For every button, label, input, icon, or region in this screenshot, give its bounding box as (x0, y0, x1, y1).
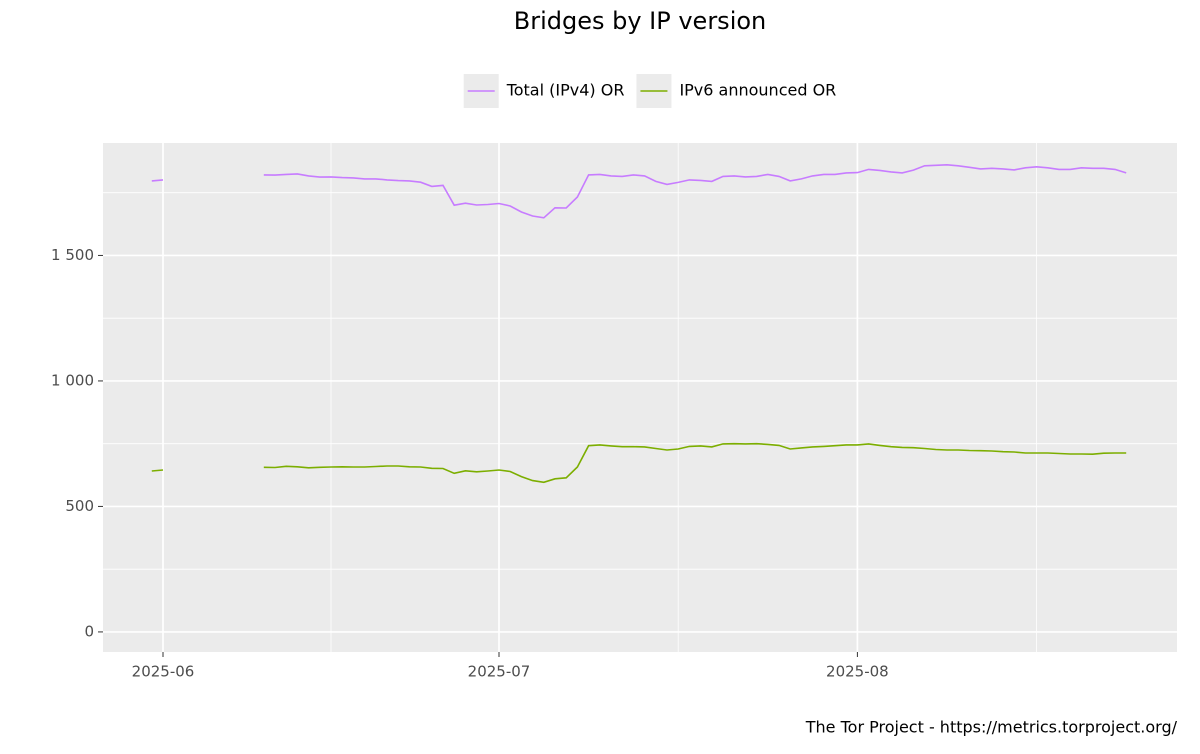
series-line (151, 442, 1127, 484)
lines (151, 163, 1127, 484)
plot-panel (103, 143, 1177, 652)
grid (103, 143, 1177, 652)
y-tick-label: 500 (65, 497, 94, 515)
legend-label: Total (IPv4) OR (506, 81, 625, 100)
y-tick-label: 1 500 (51, 246, 94, 264)
x-tick-label: 2025-06 (132, 663, 195, 681)
x-tick-label: 2025-08 (826, 663, 889, 681)
legend: Total (IPv4) OR IPv6 announced OR (463, 74, 836, 108)
y-tick-label: 0 (84, 622, 94, 640)
axes: 0 500 1 000 1 500 2025-06 2025-07 2025-08 (51, 246, 889, 681)
chart-title: Bridges by IP version (514, 7, 767, 35)
x-tick-label: 2025-07 (468, 663, 531, 681)
y-tick-label: 1 000 (51, 371, 94, 389)
legend-label: IPv6 announced OR (679, 81, 836, 100)
series-line (151, 163, 1127, 219)
caption: The Tor Project - https://metrics.torpro… (805, 718, 1178, 737)
